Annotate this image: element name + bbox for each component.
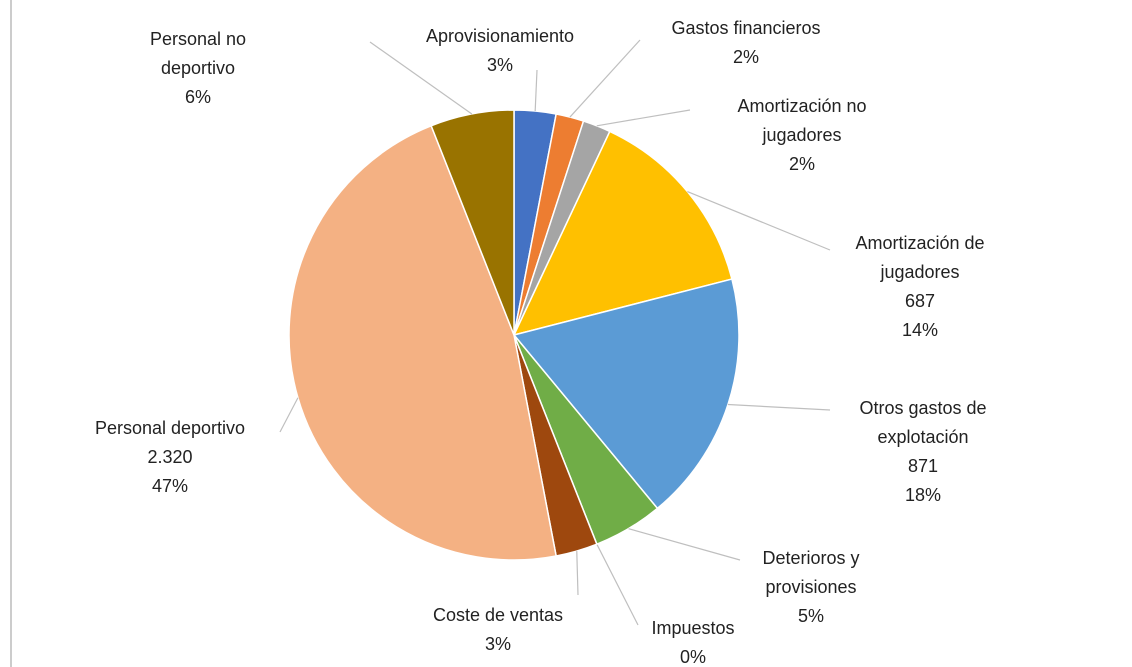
leader-line — [687, 191, 831, 251]
leader-line — [279, 397, 299, 433]
amount-label: 2.320 — [147, 447, 193, 467]
leader-line — [534, 69, 538, 112]
category-label: Personal deportivo — [94, 418, 246, 438]
leader-line — [369, 41, 473, 115]
category-label: Gastos financieros — [671, 18, 821, 38]
amount-label: 871 — [907, 456, 939, 476]
slice-label: Personal no deportivo 6% — [133, 25, 263, 112]
slice-label: Impuestos 0% — [623, 614, 763, 667]
leader-line — [596, 109, 691, 127]
leader-line — [576, 551, 579, 596]
percent-label: 6% — [184, 87, 211, 107]
percent-label: 2% — [732, 47, 759, 67]
slice-label: Amortización no jugadores 2% — [717, 92, 887, 179]
slice-label: Coste de ventas 3% — [398, 601, 598, 659]
amount-label: 687 — [904, 291, 936, 311]
percent-label: 5% — [797, 606, 824, 626]
slice-label: Aprovisionamiento 3% — [390, 22, 610, 80]
percent-label: 0% — [679, 647, 706, 667]
slice-label: Personal deportivo 2.320 47% — [65, 414, 275, 501]
category-label: Otros gastos de explotación — [859, 398, 987, 447]
percent-label: 3% — [486, 55, 513, 75]
slice-label: Amortización de jugadores 687 14% — [830, 229, 1010, 345]
leader-line — [628, 528, 741, 561]
percent-label: 18% — [904, 485, 942, 505]
leader-line — [569, 39, 641, 118]
slice-label: Gastos financieros 2% — [636, 14, 856, 72]
category-label: Amortización de jugadores — [855, 233, 985, 282]
category-label: Aprovisionamiento — [425, 26, 575, 46]
pie-slice — [430, 109, 515, 336]
category-label: Impuestos — [651, 618, 735, 638]
slice-label: Deterioros y provisiones 5% — [741, 544, 881, 631]
percent-label: 2% — [788, 154, 815, 174]
leader-line — [596, 543, 639, 626]
category-label: Coste de ventas — [432, 605, 564, 625]
slice-label: Otros gastos de explotación 871 18% — [838, 394, 1008, 510]
category-label: Deterioros y provisiones — [762, 548, 860, 597]
percent-label: 47% — [151, 476, 189, 496]
percent-label: 3% — [484, 634, 511, 654]
leader-line — [727, 403, 831, 411]
category-label: Personal no deportivo — [149, 29, 247, 78]
pie-slice — [512, 130, 733, 337]
pie-slice — [512, 278, 740, 510]
category-label: Amortización no jugadores — [737, 96, 867, 145]
percent-label: 14% — [901, 320, 939, 340]
